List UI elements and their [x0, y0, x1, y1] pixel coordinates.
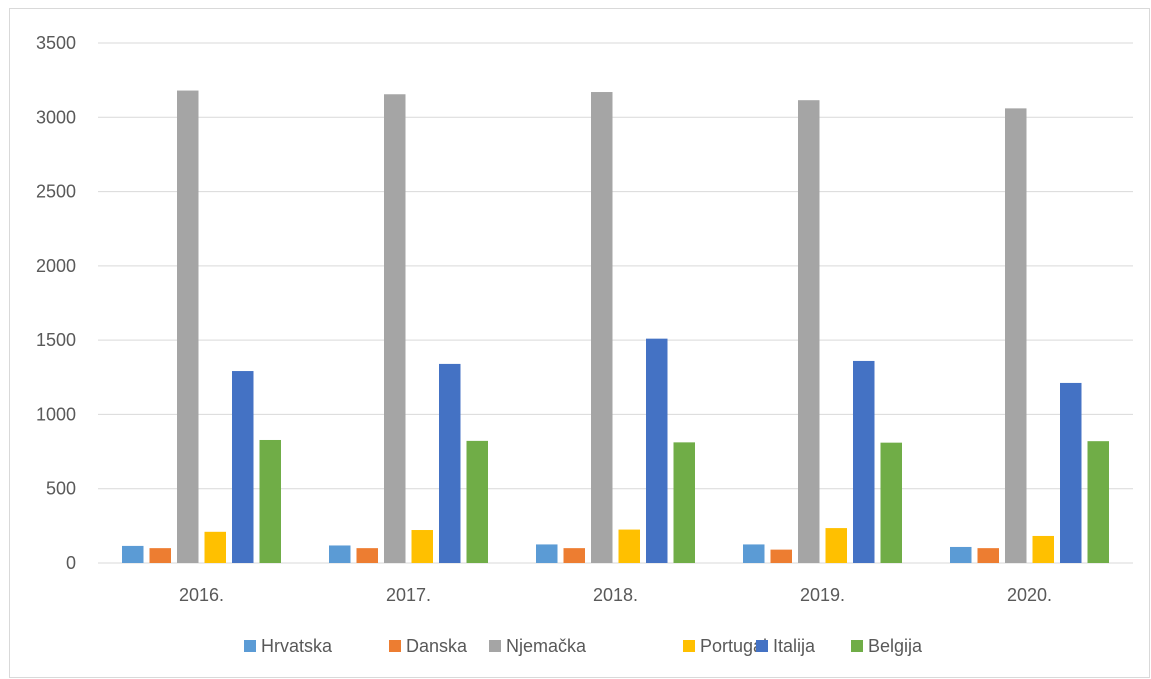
legend-swatch — [756, 640, 768, 652]
legend-label: Njemačka — [506, 636, 587, 656]
legend-swatch — [683, 640, 695, 652]
bar-njemačka-2018 — [591, 92, 613, 564]
legend-label: Italija — [773, 636, 816, 656]
legend-item-portugal: Portugal — [683, 636, 767, 656]
bar-belgija-2016 — [259, 439, 281, 563]
bar-portugal-2018 — [618, 529, 640, 563]
bar-danska-2018 — [563, 548, 585, 563]
bar-danska-2019 — [770, 549, 792, 563]
bar-hrvatska-2016 — [122, 545, 144, 563]
y-tick-label: 3500 — [36, 33, 76, 53]
bar-portugal-2020 — [1032, 535, 1054, 563]
legend-swatch — [851, 640, 863, 652]
bar-njemačka-2017 — [384, 94, 406, 563]
bar-hrvatska-2020 — [950, 546, 972, 563]
legend: Hrvatska Danska Njemačka Portugal Italija Bel… — [244, 636, 923, 656]
y-tick-label: 2000 — [36, 256, 76, 276]
bar-belgija-2018 — [673, 442, 695, 563]
bar-portugal-2017 — [411, 530, 433, 563]
y-tick-label: 2500 — [36, 182, 76, 202]
bar-danska-2017 — [356, 548, 378, 563]
bar-njemačka-2016 — [177, 90, 199, 564]
bars — [122, 90, 1109, 564]
legend-label: Danska — [406, 636, 468, 656]
y-tick-label: 0 — [66, 553, 76, 573]
bar-portugal-2019 — [825, 528, 847, 563]
x-tick-label: 2017. — [386, 585, 431, 605]
y-tick-label: 1500 — [36, 330, 76, 350]
bar-danska-2020 — [977, 548, 999, 563]
bar-belgija-2020 — [1087, 441, 1109, 563]
bar-italija-2020 — [1060, 382, 1082, 563]
legend-item-hrvatska: Hrvatska — [244, 636, 333, 656]
x-tick-label: 2019. — [800, 585, 845, 605]
bar-italija-2017 — [439, 363, 461, 563]
bar-hrvatska-2018 — [536, 544, 558, 563]
bar-portugal-2016 — [204, 531, 226, 563]
chart-frame — [9, 8, 1150, 678]
bar-italija-2018 — [646, 338, 668, 563]
legend-swatch — [489, 640, 501, 652]
bar-danska-2016 — [149, 548, 171, 563]
y-tick-label: 1000 — [36, 404, 76, 424]
legend-label: Portugal — [700, 636, 767, 656]
x-axis-ticks: 2016. 2017. 2018. 2019. 2020. — [179, 585, 1052, 605]
legend-item-belgija: Belgija — [851, 636, 923, 656]
bar-hrvatska-2017 — [329, 545, 351, 563]
legend-swatch — [244, 640, 256, 652]
y-axis-ticks: 0 500 1000 1500 2000 2500 3000 3500 — [36, 33, 76, 573]
bar-njemačka-2020 — [1005, 108, 1027, 563]
bar-njemačka-2019 — [798, 100, 820, 563]
legend-label: Belgija — [868, 636, 923, 656]
y-tick-label: 500 — [46, 479, 76, 499]
bar-italija-2016 — [232, 371, 254, 563]
legend-item-danska: Danska — [389, 636, 468, 656]
bar-belgija-2019 — [880, 442, 902, 563]
legend-label: Hrvatska — [261, 636, 333, 656]
bar-belgija-2017 — [466, 440, 488, 563]
x-tick-label: 2020. — [1007, 585, 1052, 605]
bar-italija-2019 — [853, 360, 875, 563]
x-tick-label: 2018. — [593, 585, 638, 605]
legend-item-njemačka: Njemačka — [489, 636, 587, 656]
bar-hrvatska-2019 — [743, 544, 765, 563]
y-tick-label: 3000 — [36, 107, 76, 127]
legend-swatch — [389, 640, 401, 652]
x-tick-label: 2016. — [179, 585, 224, 605]
legend-item-italija: Italija — [756, 636, 816, 656]
